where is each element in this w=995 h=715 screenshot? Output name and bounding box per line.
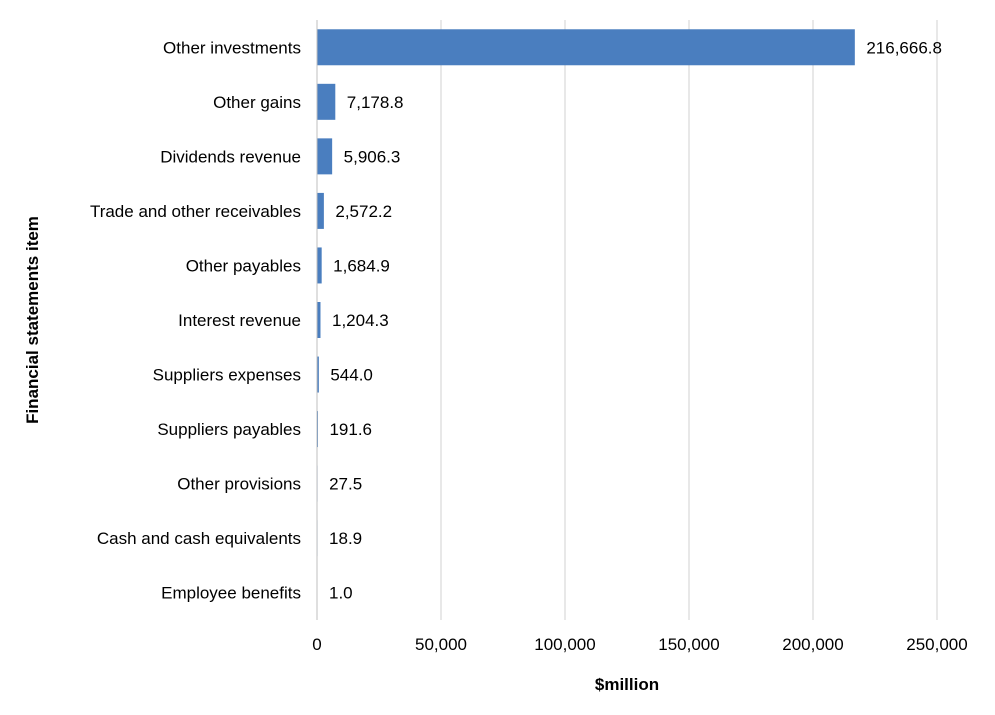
data-label: 544.0	[330, 366, 373, 385]
x-tick-label: 200,000	[782, 635, 843, 654]
data-label: 1,204.3	[332, 311, 389, 330]
data-label: 191.6	[329, 420, 372, 439]
category-label: Trade and other receivables	[90, 202, 301, 221]
data-label: 2,572.2	[335, 202, 392, 221]
bar	[317, 302, 321, 338]
category-label: Other payables	[186, 256, 301, 275]
data-label: 7,178.8	[347, 93, 404, 112]
bar	[317, 192, 324, 229]
category-label: Dividends revenue	[160, 147, 301, 166]
category-label: Suppliers payables	[157, 420, 301, 439]
category-label: Interest revenue	[178, 311, 301, 330]
bar	[317, 138, 333, 175]
value-labels: 216,666.8 7,178.8 5,906.3 2,572.2 1,684.9 1,2…	[329, 38, 942, 602]
x-tick-label: 100,000	[534, 635, 595, 654]
bar	[317, 356, 319, 393]
x-axis-title: $million	[595, 675, 659, 694]
y-axis-title: Financial statements item	[23, 216, 42, 424]
data-label: 18.9	[329, 529, 362, 548]
category-label: Other investments	[163, 38, 301, 57]
data-label: 5,906.3	[344, 147, 401, 166]
category-label: Cash and cash equivalents	[97, 529, 301, 548]
bar	[317, 29, 855, 66]
bar	[317, 247, 322, 284]
category-label: Other gains	[213, 93, 301, 112]
data-label: 1,684.9	[333, 256, 390, 275]
x-tick-label: 150,000	[658, 635, 719, 654]
data-label: 1.0	[329, 584, 353, 603]
bars	[317, 29, 855, 611]
x-tick-label: 0	[312, 635, 321, 654]
bar	[317, 83, 336, 120]
x-tick-labels: 0 50,000 100,000 150,000 200,000 250,000	[312, 635, 967, 654]
data-label: 27.5	[329, 475, 362, 494]
data-label: 216,666.8	[866, 38, 942, 57]
x-tick-label: 50,000	[415, 635, 467, 654]
category-label: Other provisions	[177, 475, 301, 494]
category-label: Suppliers expenses	[153, 366, 301, 385]
x-tick-label: 250,000	[906, 635, 967, 654]
category-labels: Other investments Other gains Dividends re…	[90, 38, 301, 602]
category-label: Employee benefits	[161, 584, 301, 603]
gridlines	[440, 20, 938, 620]
